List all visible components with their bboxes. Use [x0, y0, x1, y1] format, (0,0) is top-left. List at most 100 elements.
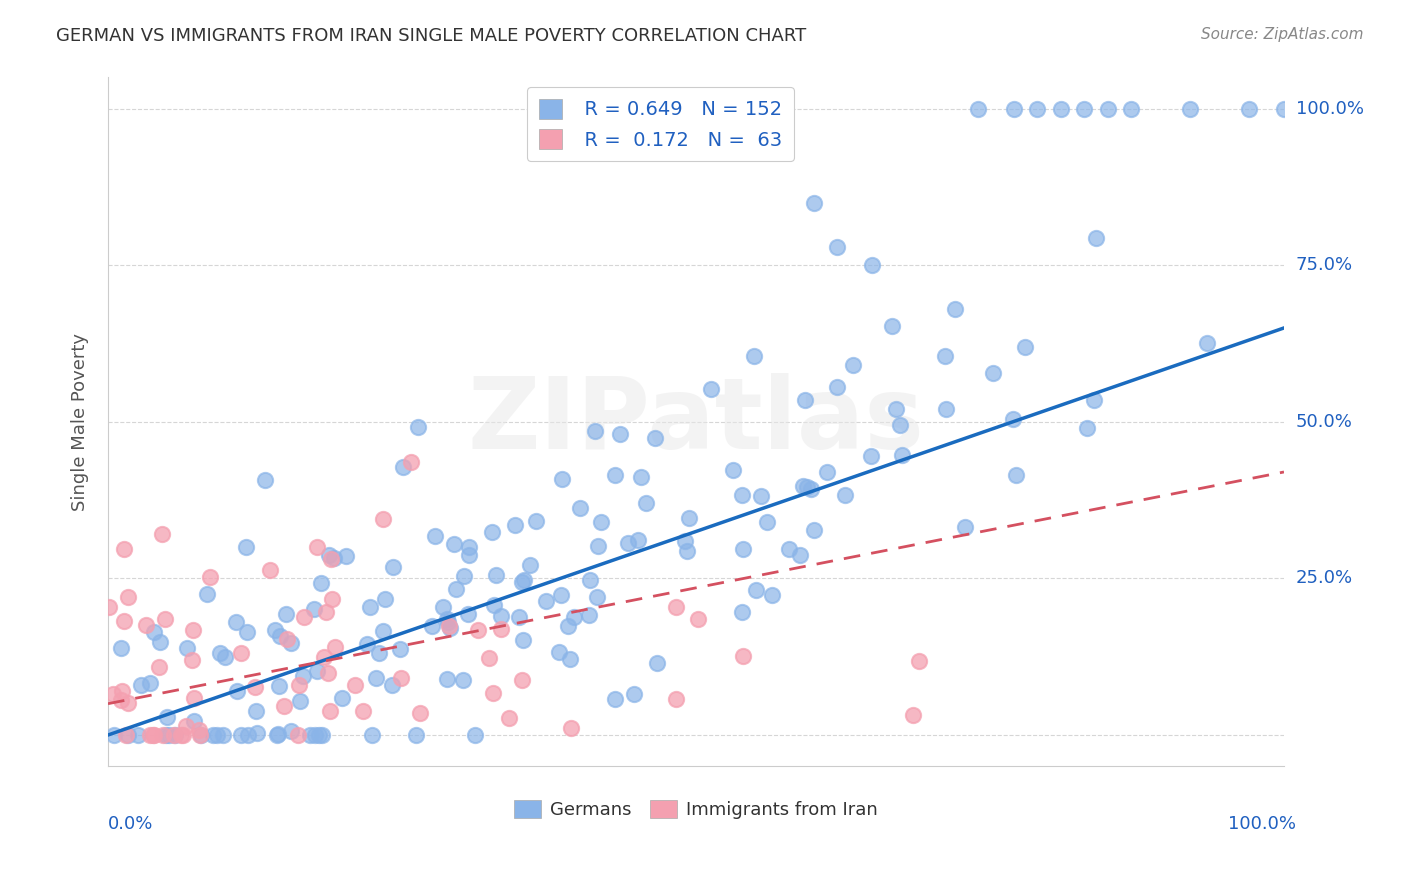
Point — [891, 448, 914, 462]
Point — [578, 608, 600, 623]
Point — [392, 460, 415, 475]
Point — [117, 728, 139, 742]
Point — [481, 525, 503, 540]
Point — [489, 622, 512, 636]
Point — [181, 652, 204, 666]
Point — [117, 591, 139, 605]
Point — [907, 654, 929, 668]
Point — [276, 632, 298, 647]
Point — [305, 541, 328, 555]
Point — [352, 704, 374, 718]
Text: 75.0%: 75.0% — [1296, 256, 1353, 275]
Point — [464, 728, 486, 742]
Point — [112, 614, 135, 628]
Point — [955, 520, 977, 534]
Point — [229, 728, 252, 742]
Point — [321, 591, 343, 606]
Point — [115, 728, 138, 742]
Point — [1119, 102, 1142, 116]
Point — [1272, 102, 1295, 116]
Point — [934, 349, 956, 363]
Point — [163, 728, 186, 742]
Point — [292, 610, 315, 624]
Point — [155, 728, 177, 742]
Point — [157, 728, 180, 742]
Point — [208, 647, 231, 661]
Text: Source: ZipAtlas.com: Source: ZipAtlas.com — [1201, 27, 1364, 42]
Point — [269, 679, 291, 693]
Point — [673, 533, 696, 548]
Point — [981, 366, 1004, 380]
Point — [142, 728, 165, 742]
Point — [437, 615, 460, 629]
Point — [536, 594, 558, 608]
Point — [550, 589, 572, 603]
Point — [211, 728, 233, 742]
Point — [423, 529, 446, 543]
Text: GERMAN VS IMMIGRANTS FROM IRAN SINGLE MALE POVERTY CORRELATION CHART: GERMAN VS IMMIGRANTS FROM IRAN SINGLE MA… — [56, 27, 807, 45]
Point — [457, 548, 479, 562]
Point — [183, 690, 205, 705]
Point — [444, 582, 467, 597]
Point — [246, 726, 269, 740]
Point — [842, 359, 865, 373]
Point — [803, 523, 825, 537]
Point — [489, 608, 512, 623]
Point — [408, 419, 430, 434]
Point — [389, 671, 412, 685]
Point — [935, 401, 957, 416]
Point — [269, 629, 291, 643]
Point — [131, 678, 153, 692]
Point — [1005, 467, 1028, 482]
Point — [761, 589, 783, 603]
Point — [882, 318, 904, 333]
Point — [103, 728, 125, 742]
Point — [149, 635, 172, 649]
Point — [485, 568, 508, 582]
Point — [860, 258, 883, 272]
Text: 100.0%: 100.0% — [1296, 100, 1364, 118]
Point — [405, 728, 427, 742]
Point — [188, 723, 211, 737]
Point — [238, 728, 260, 742]
Point — [388, 641, 411, 656]
Point — [1083, 392, 1105, 407]
Point — [266, 728, 288, 742]
Point — [245, 681, 267, 695]
Point — [678, 511, 700, 525]
Point — [254, 474, 277, 488]
Point — [381, 559, 404, 574]
Point — [467, 624, 489, 638]
Point — [742, 349, 765, 363]
Point — [231, 647, 253, 661]
Point — [139, 676, 162, 690]
Text: 0.0%: 0.0% — [108, 814, 153, 832]
Point — [665, 691, 688, 706]
Point — [889, 417, 911, 432]
Point — [319, 551, 342, 566]
Point — [110, 693, 132, 707]
Point — [859, 450, 882, 464]
Point — [510, 673, 533, 687]
Point — [605, 692, 627, 706]
Point — [152, 728, 174, 742]
Point — [205, 728, 228, 742]
Point — [731, 488, 754, 502]
Point — [110, 640, 132, 655]
Point — [778, 542, 800, 557]
Point — [312, 650, 335, 665]
Legend: Germans, Immigrants from Iran: Germans, Immigrants from Iran — [508, 792, 884, 826]
Point — [374, 591, 396, 606]
Point — [505, 518, 527, 533]
Point — [330, 691, 353, 706]
Point — [512, 633, 534, 648]
Point — [101, 687, 124, 701]
Point — [316, 665, 339, 680]
Point — [436, 672, 458, 686]
Point — [562, 610, 585, 624]
Point — [236, 625, 259, 640]
Point — [749, 490, 772, 504]
Point — [139, 728, 162, 742]
Point — [568, 501, 591, 516]
Point — [482, 598, 505, 612]
